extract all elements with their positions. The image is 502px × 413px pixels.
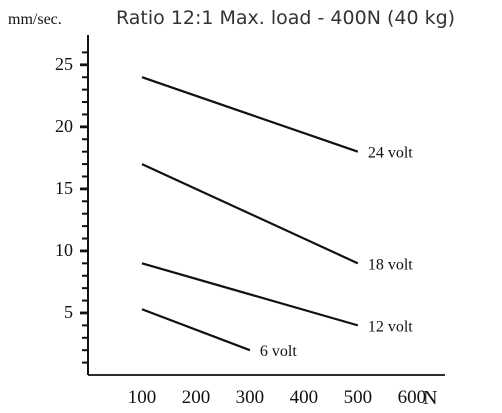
series-line: [141, 76, 359, 153]
x-axis-label: N: [423, 387, 437, 409]
series-label: 24 volt: [368, 145, 413, 162]
series-label: 12 volt: [368, 318, 413, 335]
y-axis-label: mm/sec.: [8, 11, 62, 28]
y-tick-label: 20: [55, 116, 73, 136]
y-tick-label: 15: [55, 178, 73, 198]
series-label: 6 volt: [260, 343, 297, 360]
x-tick-label: 300: [236, 387, 265, 408]
x-tick-label: 100: [128, 387, 157, 408]
y-tick-label: 25: [55, 54, 73, 74]
x-tick-label: 400: [290, 387, 319, 408]
series-label: 18 volt: [368, 256, 413, 273]
x-tick-label: 200: [182, 387, 211, 408]
y-tick-label: 5: [64, 302, 73, 322]
labels: 5 10 15 20 25 100 200 300 400 500 600 24 volt 18 vol…: [55, 54, 426, 408]
series-line: [141, 262, 359, 327]
x-tick-label: 600: [398, 387, 427, 408]
series-line: [141, 308, 251, 352]
y-tick-label: 10: [55, 240, 73, 260]
series-lines: [141, 76, 359, 352]
series-line: [141, 163, 359, 265]
x-tick-label: 500: [344, 387, 373, 408]
axes: [80, 35, 445, 376]
chart-title: Ratio 12:1 Max. load - 400N (40 kg): [116, 7, 455, 29]
